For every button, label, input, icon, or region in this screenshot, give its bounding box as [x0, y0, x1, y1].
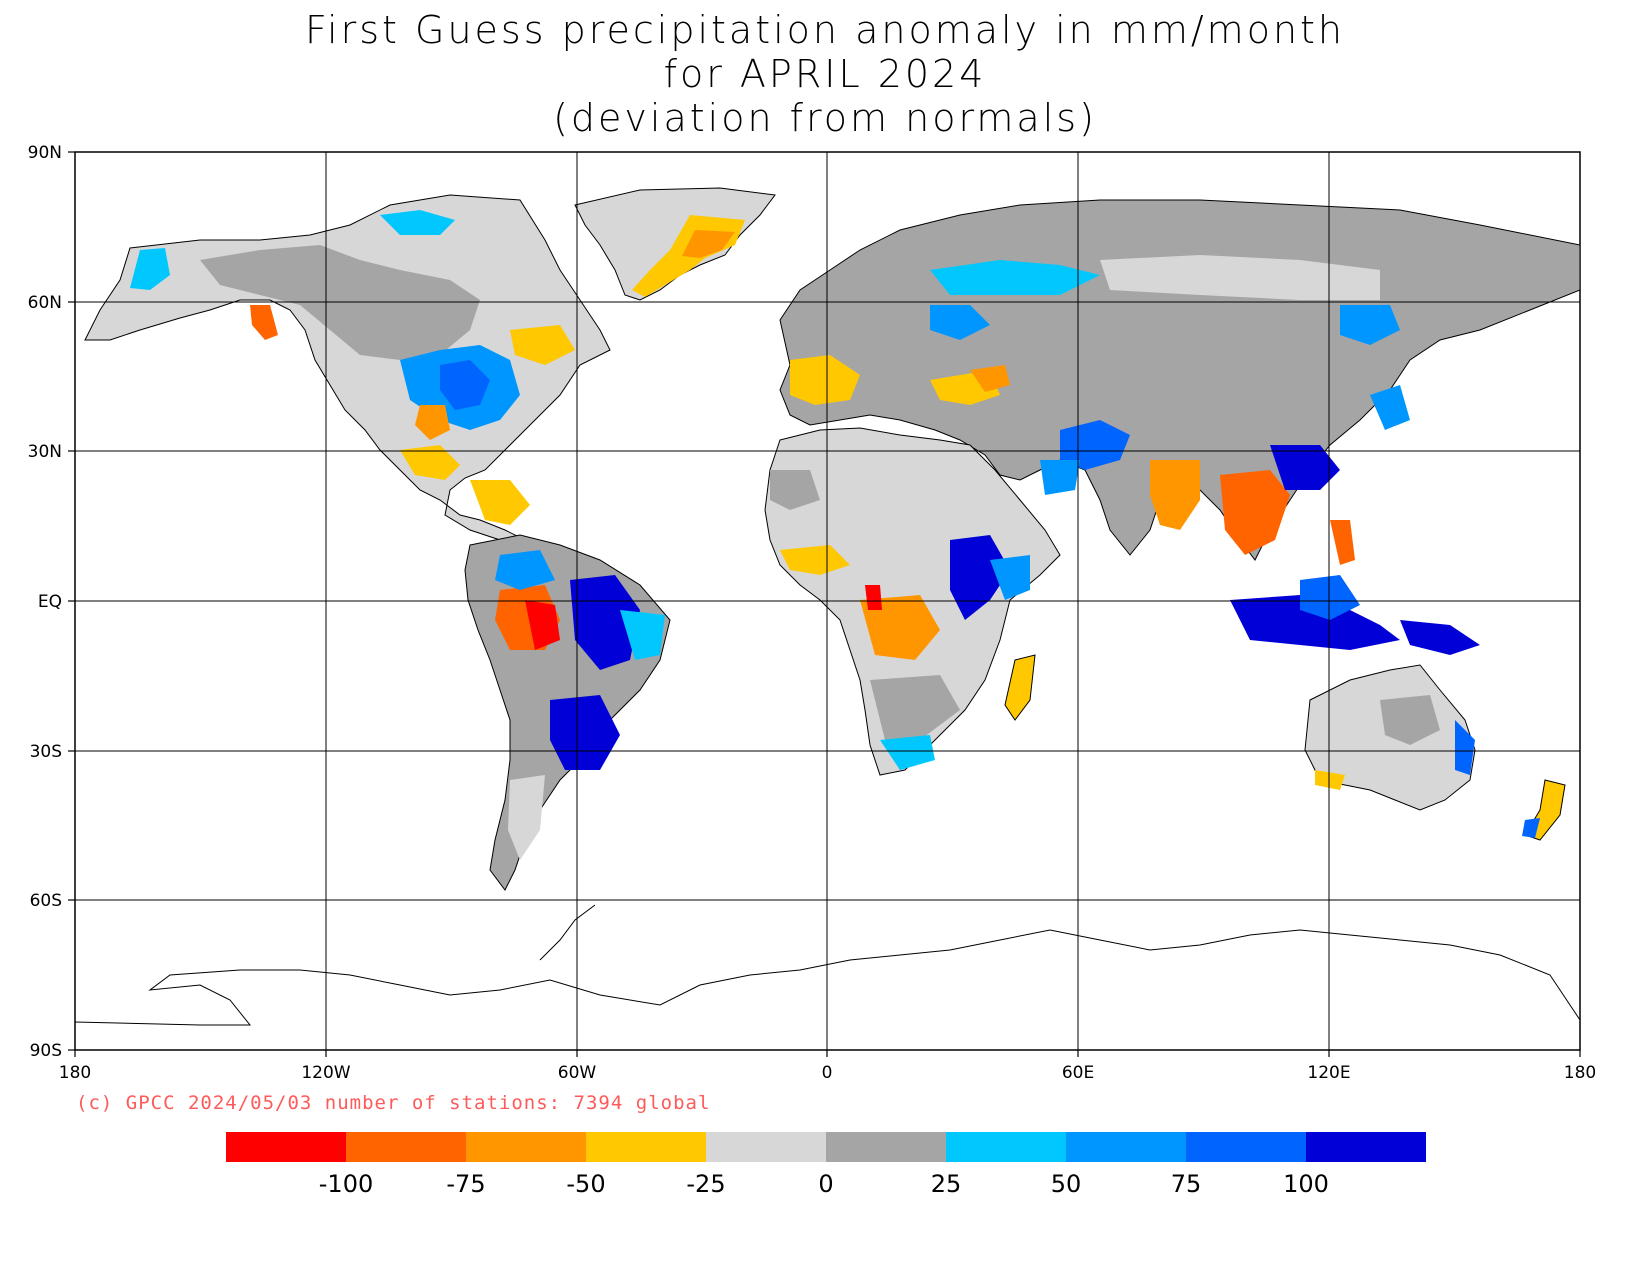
colorbar-label-9: 100 [1283, 1170, 1329, 1198]
gulf-coast-dry [400, 445, 460, 480]
south-africa-wet [880, 735, 935, 770]
colorbar-swatch-4 [586, 1132, 706, 1162]
north-africa-gray [770, 470, 820, 510]
lon-label-60w: 60W [558, 1063, 597, 1083]
colorbar-label-6: 25 [931, 1170, 962, 1198]
longitude-labels: 180 120W 60W 0 60E 120E 180 [59, 1063, 1596, 1083]
colorbar-swatch-7 [946, 1132, 1066, 1162]
se-asia-very-dry [1220, 470, 1290, 555]
lon-label-180w: 180 [59, 1063, 91, 1083]
siberia-light-gray [1100, 255, 1380, 300]
title-line-2: for APRIL 2024 [663, 52, 987, 96]
gulf-of-guinea-dry [865, 585, 882, 610]
colorbar-label-8: 75 [1171, 1170, 1202, 1198]
colorbar-swatch-1 [226, 1132, 346, 1162]
philippines-dry [1330, 520, 1355, 565]
new-zealand-wet [1522, 818, 1540, 838]
greenland-east-dry-2 [682, 230, 735, 258]
colorbar-label-2: -75 [446, 1170, 485, 1198]
colorbar-swatch-3 [466, 1132, 586, 1162]
china-wet [1270, 445, 1340, 490]
antarctic-peninsula [539, 904, 596, 961]
caucasus-dry [970, 365, 1010, 392]
lat-label-60s: 60S [30, 891, 62, 911]
bc-coast-dry [250, 305, 278, 340]
madagascar-island [1004, 654, 1036, 721]
colorbar-swatch-10 [1306, 1132, 1426, 1162]
russia-wet-band [930, 260, 1100, 295]
lat-label-eq: EQ [38, 592, 62, 612]
colorbar-swatch-6 [826, 1132, 946, 1162]
east-africa-wet [950, 535, 1010, 620]
canada-east-dry [510, 325, 575, 365]
canada-wet-1 [380, 210, 455, 235]
colorbar-label-5: 0 [818, 1170, 833, 1198]
title-line-1: First Guess precipitation anomaly in mm/… [304, 8, 1346, 52]
colorbar-swatch-2 [346, 1132, 466, 1162]
australia-east-wet [1455, 720, 1475, 775]
arabian-wet [1040, 460, 1080, 495]
borneo-wet [1300, 575, 1360, 620]
gridlines [75, 152, 1580, 1050]
australia-south-dry [1315, 770, 1345, 790]
alaska-wet [130, 248, 170, 290]
lon-label-0: 0 [822, 1063, 833, 1083]
japan-wet [1370, 385, 1410, 430]
colorbar: -100 -75 -50 -25 0 25 50 75 100 [226, 1132, 1426, 1198]
colorbar-label-4: -25 [686, 1170, 725, 1198]
colorbar-swatch-8 [1066, 1132, 1186, 1162]
us-east-wet-2 [440, 360, 490, 410]
lon-label-120w: 120W [301, 1063, 350, 1083]
southern-africa-gray [870, 675, 960, 740]
colorbar-swatch-5 [706, 1132, 826, 1162]
lon-label-60e: 60E [1062, 1063, 1094, 1083]
australia-gray [1380, 695, 1440, 745]
tick-marks [68, 151, 1581, 1057]
lat-label-90n: 90N [28, 143, 62, 163]
lon-label-180e: 180 [1564, 1063, 1596, 1083]
credit-line: (c) GPCC 2024/05/03 number of stations: … [76, 1092, 711, 1114]
amazon-wet-blue [495, 550, 555, 590]
indonesia-wet [1230, 595, 1400, 650]
central-russia-wet [930, 305, 990, 340]
central-africa-dry [860, 595, 940, 660]
patagonia-gray [508, 775, 545, 860]
colorbar-label-3: -50 [566, 1170, 605, 1198]
mongolia-wet [1340, 305, 1400, 345]
brazil-coast-light-wet [620, 610, 665, 660]
title-line-3: (deviation from normals) [553, 96, 1097, 140]
brazil-wet [570, 575, 640, 670]
india-dry [1150, 460, 1200, 530]
central-america-dry [470, 480, 530, 525]
antarctica-coastline [75, 929, 1580, 1026]
us-east-dry-spot [415, 405, 450, 440]
lat-label-90s: 90S [30, 1041, 62, 1061]
map-content [75, 152, 1580, 1050]
lon-label-120e: 120E [1307, 1063, 1350, 1083]
colorbar-swatch-9 [1186, 1132, 1306, 1162]
lat-label-30s: 30S [30, 742, 62, 762]
west-africa-dry [780, 545, 850, 575]
lat-label-60n: 60N [28, 293, 62, 313]
new-guinea-wet [1400, 620, 1480, 655]
europe-dry [790, 355, 860, 405]
latitude-labels: 90N 60N 30N EQ 30S 60S 90S [28, 143, 62, 1061]
colorbar-label-1: -100 [319, 1170, 373, 1198]
colorbar-label-7: 50 [1051, 1170, 1082, 1198]
lat-label-30n: 30N [28, 442, 62, 462]
east-africa-wet-2 [990, 555, 1030, 600]
amazon-very-dry [525, 600, 560, 650]
